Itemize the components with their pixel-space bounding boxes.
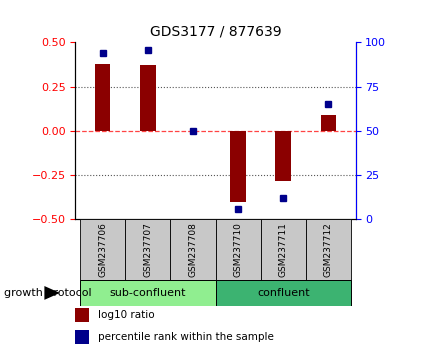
Bar	[80, 280, 215, 306]
Bar	[230, 131, 246, 202]
Bar	[125, 219, 170, 280]
Text: percentile rank within the sample: percentile rank within the sample	[98, 332, 273, 342]
Bar	[320, 115, 335, 131]
Text: growth protocol: growth protocol	[4, 288, 92, 298]
Text: confluent: confluent	[256, 288, 309, 298]
Bar	[275, 131, 291, 181]
Title: GDS3177 / 877639: GDS3177 / 877639	[149, 24, 281, 39]
Text: GSM237707: GSM237707	[143, 222, 152, 277]
Bar	[215, 280, 350, 306]
Text: GSM237706: GSM237706	[98, 222, 107, 277]
Bar	[305, 219, 350, 280]
Text: GSM237712: GSM237712	[323, 222, 332, 277]
Bar	[75, 330, 89, 343]
Bar	[215, 219, 260, 280]
Bar	[75, 308, 89, 322]
Text: GSM237710: GSM237710	[233, 222, 242, 277]
Text: GSM237708: GSM237708	[188, 222, 197, 277]
Polygon shape	[44, 286, 60, 300]
Text: sub-confluent: sub-confluent	[109, 288, 185, 298]
Bar	[260, 219, 305, 280]
Bar	[80, 219, 125, 280]
Bar	[170, 219, 215, 280]
Bar	[95, 64, 110, 131]
Text: GSM237711: GSM237711	[278, 222, 287, 277]
Bar	[139, 65, 155, 131]
Text: log10 ratio: log10 ratio	[98, 310, 154, 320]
